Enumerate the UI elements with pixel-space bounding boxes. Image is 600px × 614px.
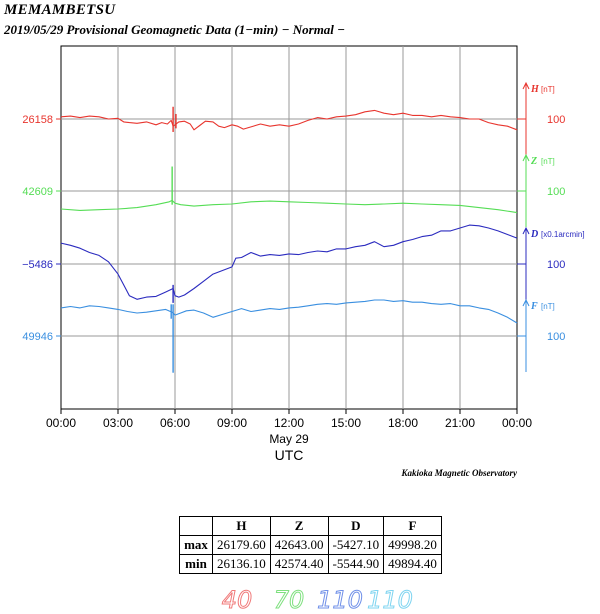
x-axis-label: UTC [275, 447, 304, 463]
stats-row-label: min [179, 554, 213, 574]
stats-cell: 42574.40 [269, 554, 329, 574]
stats-header-z: Z [269, 516, 329, 536]
scale-mark: 110 [317, 586, 363, 614]
x-tick-label: 18:00 [388, 416, 418, 430]
component-name-z: Z [530, 156, 537, 167]
stats-cell: 49894.40 [383, 554, 442, 574]
stats-table: H Z D F max 26179.60 42643.00 -5427.10 4… [179, 516, 442, 574]
component-name-h: H [530, 84, 540, 95]
stats-header-row: H Z D F [179, 516, 442, 536]
stats-cell: -5544.90 [327, 554, 385, 574]
stats-header-h: H [212, 516, 271, 536]
scale-mark: 110 [367, 586, 413, 614]
stats-header-d: D [327, 516, 385, 536]
stats-cell: 26179.60 [212, 535, 271, 555]
stats-cell: -5427.10 [327, 535, 385, 555]
x-tick-label: 09:00 [217, 416, 247, 430]
stats-cell: 42643.00 [269, 535, 329, 555]
left-axis-label-h: 26158 [22, 114, 53, 126]
x-tick-label: 21:00 [445, 416, 475, 430]
scale-arrow [522, 226, 530, 235]
stats-header-f: F [383, 516, 442, 536]
component-unit: [x0.1arcmin] [541, 230, 585, 239]
scale-value-label: 100 [547, 186, 565, 198]
trace-h [60, 109, 518, 131]
trace-z [60, 199, 518, 214]
component-unit: [nT] [541, 302, 555, 311]
scale-value-label: 100 [547, 114, 565, 126]
component-unit: [nT] [541, 157, 555, 166]
x-tick-label: 12:00 [274, 416, 304, 430]
x-tick-label: 00:00 [502, 416, 532, 430]
stats-row-max: max 26179.60 42643.00 -5427.10 49998.20 [179, 535, 442, 555]
left-axis-label-d: −5486 [22, 259, 53, 271]
magnetogram-chart: 00:00 03:00 06:00 09:00 12:00 15:00 18:00 21:00… [22, 45, 585, 478]
x-tick-label: 06:00 [160, 416, 190, 430]
scale-mark: 40 [222, 586, 253, 614]
x-tick-label: 03:00 [103, 416, 133, 430]
stats-row-min: min 26136.10 42574.40 -5544.90 49894.40 [179, 554, 442, 574]
trace-f [60, 299, 518, 324]
scale-value-label: 100 [547, 259, 565, 271]
stats-cell: 49998.20 [383, 535, 442, 555]
scale-arrow [522, 81, 530, 90]
stats-row-label: max [179, 535, 213, 555]
left-axis-label-z: 42609 [22, 186, 53, 198]
station-title: MEMAMBETSU [4, 2, 116, 18]
chart-subtitle: 2019/05/29 Provisional Geomagnetic Data … [4, 22, 346, 37]
component-name-d: D [530, 229, 538, 240]
x-tick-label: 15:00 [331, 416, 361, 430]
scale-value-label: 100 [547, 331, 565, 343]
observatory-credit: Kakioka Magnetic Observatory [401, 468, 518, 478]
component-unit: [nT] [541, 85, 555, 94]
component-name-f: F [530, 301, 538, 312]
stats-cell: 26136.10 [212, 554, 271, 574]
x-date-label: May 29 [269, 432, 309, 446]
left-axis-label-f: 49946 [22, 331, 53, 343]
scale-marks: 40 70 110 110 [221, 586, 413, 614]
scale-mark: 70 [274, 586, 305, 614]
stats-corner [179, 516, 213, 536]
x-tick-label: 00:00 [46, 416, 76, 430]
trace-d [60, 224, 518, 300]
scale-arrow [522, 153, 530, 162]
scale-arrow [522, 298, 530, 307]
